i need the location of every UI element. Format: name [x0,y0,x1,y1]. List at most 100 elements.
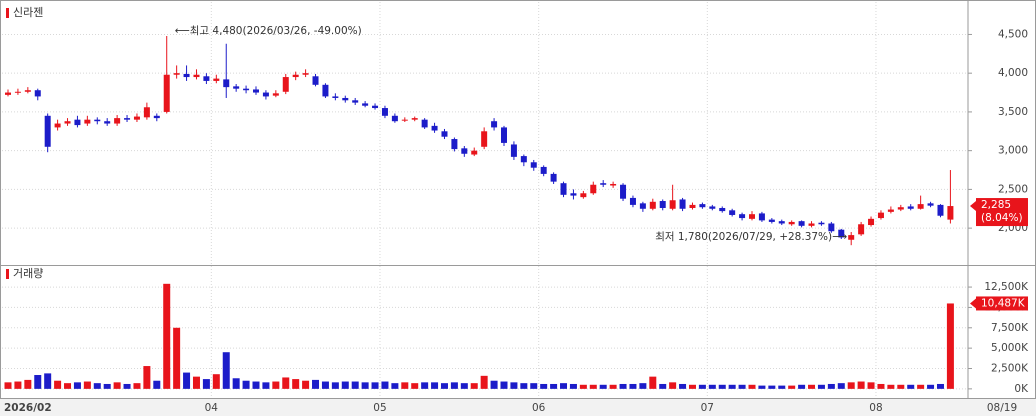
volume-bar [510,382,518,389]
volume-bar [619,383,627,389]
volume-bar [133,383,141,389]
candle-body [401,119,408,121]
y-tick-label: 5,000K [991,342,1029,354]
candle-body [917,204,924,209]
volume-bar [431,382,439,389]
candle-body [620,184,627,199]
candle-body [292,74,299,78]
candle-body [84,119,91,124]
volume-bar [540,383,548,389]
candle-body [659,201,666,208]
y-tick-label: 2,500K [991,363,1029,375]
volume-tag-arrow [970,298,976,309]
candle-body [510,144,517,157]
volume-bar [143,366,151,389]
volume-bar [341,381,349,389]
candle-body [124,118,131,120]
x-tick-label: 2026/02 [4,402,52,414]
volume-bar [837,383,845,389]
volume-bar [282,377,290,389]
volume-bar [798,384,806,389]
volume-bar [560,383,568,389]
candle-body [183,73,190,78]
volume-bar [460,383,468,389]
volume-bar [867,382,875,389]
candle-body [282,77,289,92]
volume-bar [361,382,369,389]
volume-bar [163,283,171,389]
volume-bar [768,385,776,389]
volume-bar [272,381,280,389]
candle-body [530,162,537,168]
volume-bar [649,376,657,389]
volume-bar [520,383,528,389]
volume-bar [202,379,210,389]
x-axis-band [0,399,1036,416]
candle-body [739,214,746,219]
volume-bar [738,384,746,389]
candle-body [709,206,716,209]
x-tick-label: 06 [532,402,546,414]
volume-bar [589,384,597,389]
candle-body [104,121,111,124]
candle-body [233,86,240,89]
candle-body [719,207,726,212]
candle-body [570,193,577,196]
candle-body [798,221,805,226]
candle-body [74,119,81,126]
candle-body [133,116,140,120]
volume-bar [212,374,220,389]
candle-body [808,223,815,226]
volume-bar [907,384,915,389]
candle-body [372,105,379,109]
volume-bar [927,384,935,389]
candle-body [481,131,488,147]
volume-bar [24,379,32,389]
candle-body [818,222,825,225]
candle-body [679,199,686,209]
volume-bar [123,383,131,389]
volume-bar [93,383,101,389]
high-annotation: ⟵최고 4,480(2026/03/26, -49.00%) [175,25,362,37]
chart-title: 신라젠 [13,6,43,19]
candle-body [24,90,31,92]
candle-body [421,119,428,128]
candle-body [778,221,785,224]
candle-body [114,118,121,124]
x-tick-label: 08 [869,402,882,414]
volume-bar [500,381,508,389]
candle-body [649,201,656,209]
volume-bar [113,382,121,389]
volume-bar [232,378,240,389]
candle-body [44,115,51,147]
candle-body [828,223,835,232]
volume-bar [54,380,62,389]
volume-tag [976,296,1028,311]
title-marker [6,269,9,279]
volume-bar [44,373,52,389]
candle-body [927,203,934,206]
candle-body [253,89,259,93]
volume-bar [470,383,478,389]
candle-body [848,235,855,240]
volume-bar [847,382,855,389]
candle-body [143,107,150,118]
candle-body [342,97,349,101]
volume-bar [351,381,359,389]
candle-body [580,193,587,198]
candle-body [501,127,507,143]
candle-body [461,148,468,154]
candle-body [163,74,170,112]
volume-bar [192,376,200,389]
candle-body [5,92,11,95]
volume-bar [173,327,181,389]
y-tick-label: 2,500 [998,183,1028,195]
volume-bar [778,385,786,389]
candle-body [322,84,329,97]
candle-body [352,100,359,103]
candle-body [243,88,250,91]
candle-body [153,115,160,119]
x-tick-label: 04 [205,402,219,414]
candle-body [391,115,398,122]
